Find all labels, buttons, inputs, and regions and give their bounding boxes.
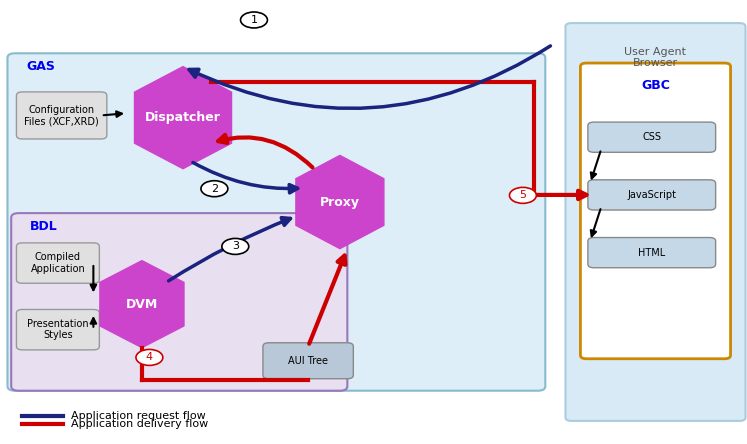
FancyBboxPatch shape <box>16 92 107 139</box>
FancyBboxPatch shape <box>588 238 716 268</box>
Text: Presentation
Styles: Presentation Styles <box>27 319 89 341</box>
Circle shape <box>201 181 228 197</box>
Text: DVM: DVM <box>125 297 158 311</box>
FancyBboxPatch shape <box>16 243 99 283</box>
FancyBboxPatch shape <box>565 23 746 421</box>
Text: GAS: GAS <box>26 60 55 73</box>
Text: Proxy: Proxy <box>320 195 360 209</box>
Text: 3: 3 <box>232 242 239 251</box>
Text: Compiled
Application: Compiled Application <box>31 252 85 274</box>
FancyBboxPatch shape <box>7 53 545 391</box>
FancyBboxPatch shape <box>588 180 716 210</box>
Text: 4: 4 <box>146 353 153 362</box>
Text: JavaScript: JavaScript <box>627 190 676 200</box>
Text: HTML: HTML <box>638 248 666 258</box>
Text: Application request flow: Application request flow <box>71 412 205 421</box>
Polygon shape <box>134 67 232 169</box>
Text: Application delivery flow: Application delivery flow <box>71 420 208 429</box>
Text: 1: 1 <box>250 15 258 25</box>
Circle shape <box>222 238 249 254</box>
FancyBboxPatch shape <box>16 309 99 350</box>
Circle shape <box>241 12 267 28</box>
FancyBboxPatch shape <box>580 63 731 359</box>
FancyBboxPatch shape <box>263 343 353 379</box>
Text: BDL: BDL <box>30 220 58 233</box>
Circle shape <box>136 349 163 365</box>
Text: Dispatcher: Dispatcher <box>145 111 221 124</box>
Polygon shape <box>100 261 184 348</box>
Text: AUI Tree: AUI Tree <box>288 356 328 366</box>
Polygon shape <box>296 155 384 249</box>
FancyBboxPatch shape <box>588 122 716 152</box>
Text: CSS: CSS <box>642 132 661 142</box>
Text: GBC: GBC <box>641 79 670 92</box>
Text: 5: 5 <box>519 190 527 200</box>
FancyBboxPatch shape <box>11 213 347 391</box>
Text: Configuration
Files (XCF,XRD): Configuration Files (XCF,XRD) <box>24 105 99 126</box>
Text: 2: 2 <box>211 184 218 194</box>
Text: User Agent
Browser: User Agent Browser <box>624 47 686 68</box>
Circle shape <box>509 187 536 203</box>
